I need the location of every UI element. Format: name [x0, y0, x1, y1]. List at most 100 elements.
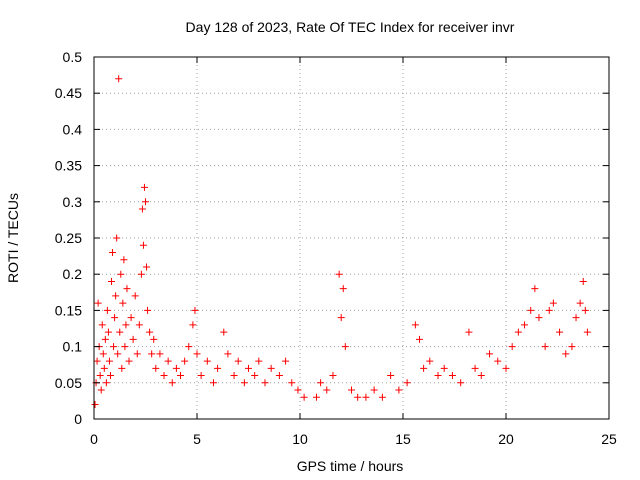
- data-point: [240, 379, 248, 387]
- data-point: [139, 241, 147, 249]
- data-point: [131, 292, 139, 300]
- data-point: [337, 314, 345, 322]
- data-point: [572, 314, 580, 322]
- data-point: [160, 372, 168, 380]
- data-point: [282, 357, 290, 365]
- data-point: [113, 234, 121, 242]
- data-point: [545, 306, 553, 314]
- data-point: [100, 364, 108, 372]
- x-axis-label: GPS time / hours: [297, 458, 404, 474]
- data-point: [214, 364, 222, 372]
- data-point: [426, 357, 434, 365]
- data-point: [354, 393, 362, 401]
- data-point: [323, 386, 331, 394]
- data-point: [230, 372, 238, 380]
- data-point: [300, 393, 308, 401]
- data-point: [172, 364, 180, 372]
- data-point: [267, 364, 275, 372]
- x-tick-label: 5: [193, 431, 201, 447]
- data-point: [317, 379, 325, 387]
- data-point: [125, 357, 133, 365]
- data-point: [312, 393, 320, 401]
- y-tick-label: 0.15: [55, 302, 82, 318]
- data-point: [197, 372, 205, 380]
- data-point: [116, 328, 124, 336]
- data-point: [121, 343, 129, 351]
- data-point: [137, 270, 145, 278]
- data-point: [549, 299, 557, 307]
- data-point: [164, 357, 172, 365]
- data-point: [521, 321, 529, 329]
- data-point: [94, 299, 102, 307]
- data-point: [576, 299, 584, 307]
- y-tick-label: 0.25: [55, 230, 82, 246]
- data-point: [494, 357, 502, 365]
- axis-ticks: 0 0.05 0.1 0.15 0.2 0.25 0.3 0.35 0.4 0.45 0.5 0 5 10…: [55, 49, 617, 447]
- data-point: [579, 277, 587, 285]
- data-point: [341, 343, 349, 351]
- chart-title: Day 128 of 2023, Rate Of TEC Index for r…: [186, 19, 515, 35]
- data-point: [148, 350, 156, 358]
- plot-frame: [93, 56, 610, 420]
- data-point: [556, 328, 564, 336]
- data-point: [420, 364, 428, 372]
- data-point: [378, 393, 386, 401]
- data-point: [111, 314, 119, 322]
- data-point: [234, 357, 242, 365]
- data-point: [541, 343, 549, 351]
- data-point: [245, 364, 252, 372]
- data-point: [209, 379, 217, 387]
- data-point: [185, 343, 193, 351]
- y-tick-label: 0.35: [55, 158, 82, 174]
- data-point: [110, 343, 118, 351]
- data-point: [457, 379, 465, 387]
- data-point: [508, 343, 516, 351]
- data-point: [133, 350, 141, 358]
- data-point: [93, 357, 101, 365]
- data-point: [415, 335, 423, 343]
- x-tick-label: 10: [292, 431, 308, 447]
- data-point: [288, 379, 296, 387]
- y-tick-label: 0.45: [55, 85, 82, 101]
- data-point: [105, 357, 113, 365]
- data-point: [106, 372, 114, 380]
- data-point: [224, 350, 232, 358]
- y-tick-label: 0.1: [63, 339, 83, 355]
- data-point: [101, 335, 109, 343]
- x-tick-label: 20: [498, 431, 514, 447]
- data-point: [562, 350, 570, 358]
- data-point: [502, 364, 510, 372]
- data-point: [191, 306, 199, 314]
- data-point: [140, 183, 148, 191]
- data-point: [220, 328, 228, 336]
- grid: [94, 57, 609, 419]
- data-point: [102, 379, 110, 387]
- data-points: [91, 75, 591, 409]
- data-point: [152, 364, 160, 372]
- data-point: [411, 321, 419, 329]
- y-tick-label: 0.3: [63, 194, 83, 210]
- data-point: [477, 372, 485, 380]
- data-point: [138, 205, 146, 213]
- data-point: [108, 277, 116, 285]
- data-point: [119, 299, 127, 307]
- data-point: [115, 75, 123, 83]
- y-axis-label: ROTI / TECUs: [5, 193, 21, 283]
- data-point: [97, 386, 105, 394]
- data-point: [96, 372, 104, 380]
- y-tick-label: 0.05: [55, 375, 82, 391]
- data-point: [156, 350, 164, 358]
- data-point: [362, 393, 370, 401]
- data-point: [531, 285, 539, 293]
- data-point: [329, 372, 337, 380]
- data-point: [104, 328, 112, 336]
- data-point: [335, 270, 343, 278]
- data-point: [168, 379, 176, 387]
- x-tick-label: 15: [395, 431, 411, 447]
- data-point: [127, 314, 135, 322]
- data-point: [403, 379, 411, 387]
- data-point: [135, 321, 143, 329]
- data-point: [143, 263, 151, 271]
- data-point: [98, 321, 106, 329]
